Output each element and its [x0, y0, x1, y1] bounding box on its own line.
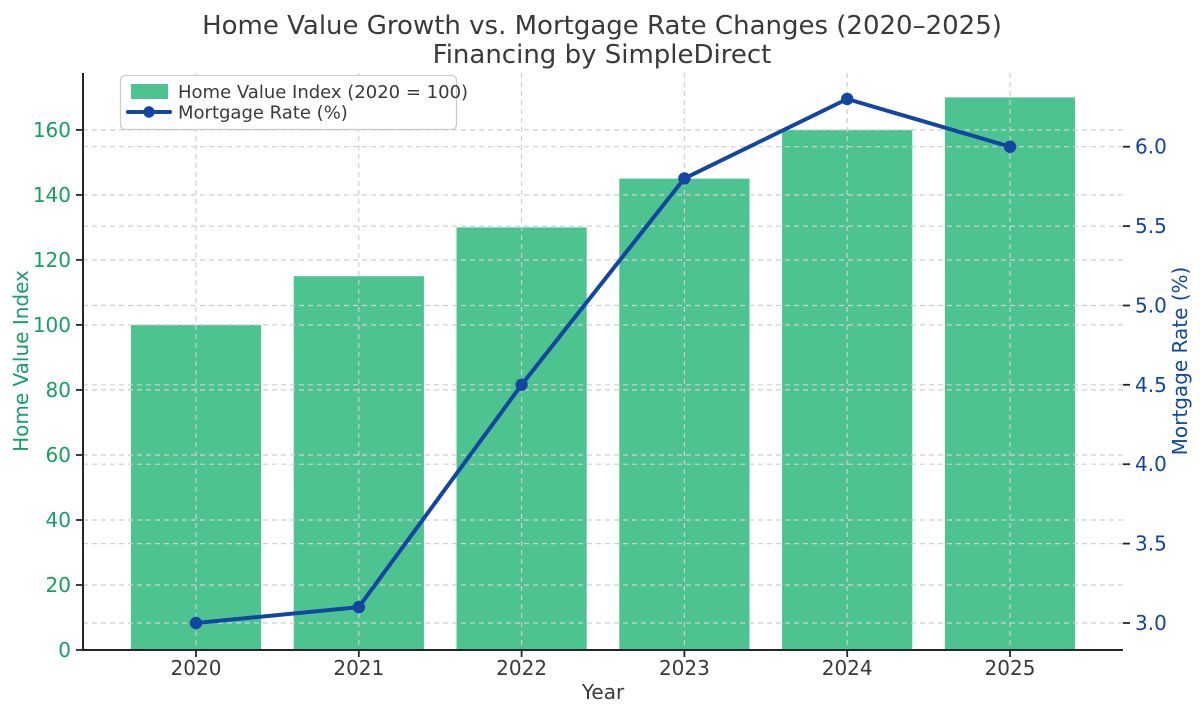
left-tick-label-80: 80	[46, 378, 71, 402]
left-tick-label-0: 0	[58, 638, 71, 662]
legend-box	[119, 74, 458, 131]
mortgage-rate-point-2020	[189, 616, 203, 630]
mortgage-rate-point-2022	[515, 378, 528, 391]
left-tick-label-20: 20	[46, 573, 71, 597]
left-tick-label-100: 100	[33, 313, 71, 337]
mortgage-rate-point-2023	[678, 172, 691, 185]
left-axis-label: Home Value Index	[9, 270, 33, 452]
bars-group	[130, 97, 1076, 650]
axes-group	[76, 73, 1130, 657]
left-tick-label-140: 140	[33, 183, 71, 207]
right-tick-label-5.5: 5.5	[1135, 214, 1167, 238]
gridlines-group	[83, 73, 1123, 650]
right-tick-label-3: 3.0	[1135, 611, 1167, 635]
x-tick-label-2020: 2020	[171, 656, 222, 680]
left-tick-label-40: 40	[46, 508, 71, 532]
x-tick-label-2023: 2023	[659, 656, 710, 680]
x-axis-label: Year	[581, 680, 625, 704]
legend-line-marker-icon	[143, 106, 155, 118]
mortgage-rate-point-2021	[352, 600, 365, 614]
x-tick-label-2025: 2025	[985, 656, 1036, 680]
right-tick-label-6: 6.0	[1135, 135, 1167, 159]
x-tick-label-2022: 2022	[496, 656, 547, 680]
left-tick-label-60: 60	[46, 443, 71, 467]
line-series-group	[189, 92, 1017, 630]
chart-title: Home Value Growth vs. Mortgage Rate Chan…	[202, 11, 1002, 41]
left-tick-label-160: 160	[33, 118, 71, 142]
right-tick-label-5: 5.0	[1135, 294, 1167, 318]
tick-labels-group: 0 20 40 60 80 100 120 140 160 3.0 3.5 4.0 4.5 5.0 5.5 6…	[33, 118, 1167, 680]
mortgage-rate-line	[194, 97, 1012, 625]
mortgage-rate-point-2024	[841, 92, 854, 106]
x-tick-label-2024: 2024	[822, 656, 873, 680]
left-tick-label-120: 120	[33, 248, 71, 272]
legend-label-home-value: Home Value Index (2020 = 100)	[178, 82, 468, 103]
right-tick-label-3.5: 3.5	[1135, 532, 1167, 556]
legend-label-mortgage-rate: Mortgage Rate (%)	[178, 103, 348, 124]
right-axis-label: Mortgage Rate (%)	[1168, 267, 1192, 456]
chart-subtitle: Financing by SimpleDirect	[433, 40, 772, 70]
legend-swatch-home-value-icon	[131, 84, 168, 99]
right-tick-label-4: 4.0	[1135, 452, 1167, 476]
legend: Home Value Index (2020 = 100) Mortgage R…	[119, 74, 468, 131]
mortgage-rate-point-2025	[1003, 140, 1017, 153]
right-tick-label-4.5: 4.5	[1135, 373, 1167, 397]
x-tick-label-2021: 2021	[333, 656, 384, 680]
